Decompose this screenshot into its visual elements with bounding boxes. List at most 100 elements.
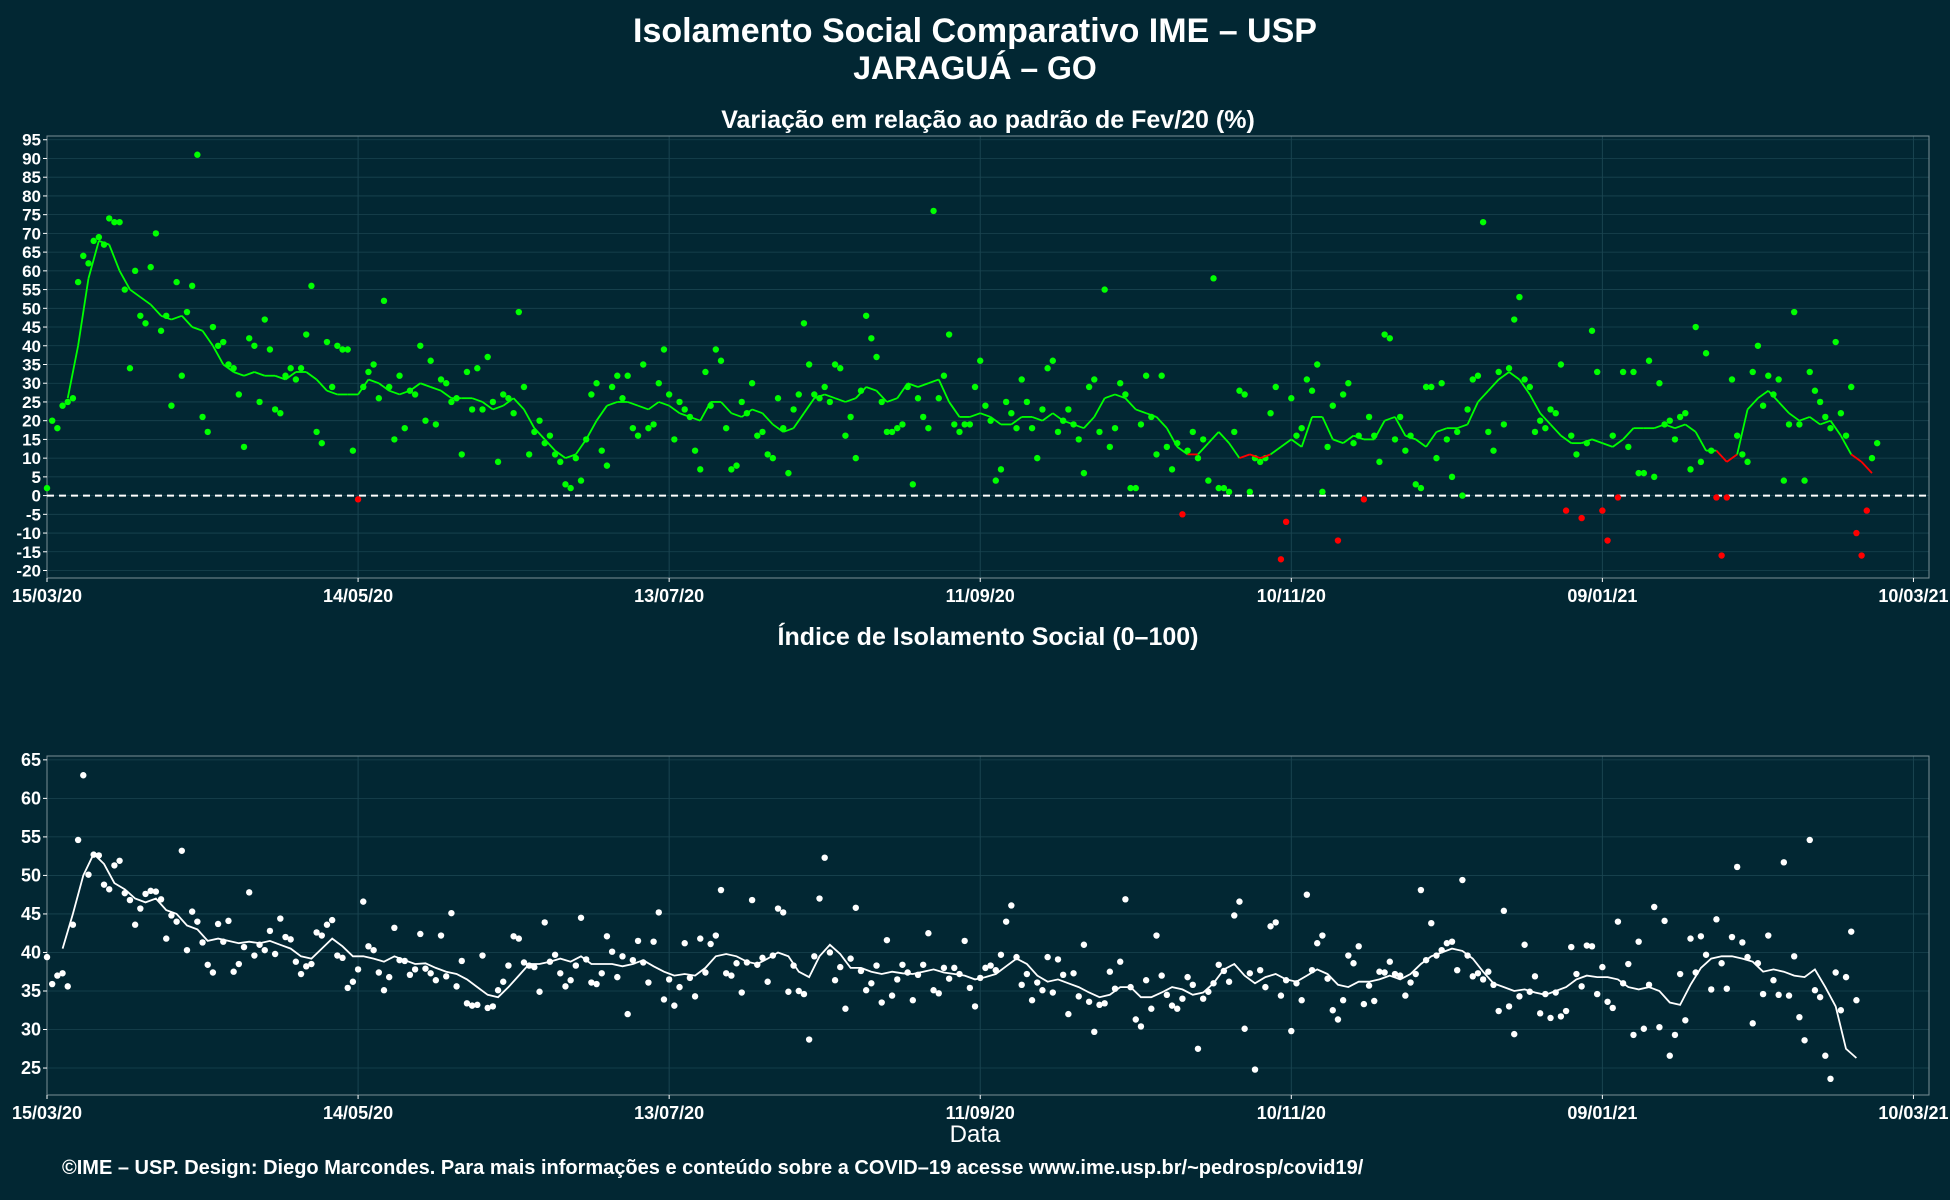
data-point [857, 387, 865, 394]
moving-average-segment [77, 278, 90, 346]
data-point [1132, 1016, 1139, 1023]
data-point [1651, 903, 1658, 911]
data-point [1697, 458, 1705, 466]
moving-average-segment [637, 404, 649, 411]
data-point [1785, 992, 1793, 999]
data-point [380, 987, 388, 994]
data-point [126, 365, 134, 372]
data-point [1547, 406, 1554, 413]
data-point [1614, 918, 1622, 925]
data-point [1578, 983, 1585, 990]
data-point [142, 320, 149, 327]
moving-average-segment [512, 397, 525, 411]
data-point [1687, 466, 1694, 473]
data-point [266, 346, 274, 353]
data-point [951, 421, 958, 428]
data-point [619, 395, 626, 402]
data-point [1085, 383, 1093, 391]
data-point [1728, 933, 1736, 941]
data-point [520, 383, 528, 391]
data-point [339, 346, 346, 353]
data-point [484, 353, 491, 361]
moving-average-segment [1249, 453, 1261, 459]
data-point [318, 439, 325, 447]
data-point [1573, 970, 1580, 978]
data-point [821, 383, 828, 391]
data-point [691, 447, 699, 454]
data-point [697, 935, 704, 942]
data-point [577, 914, 585, 921]
data-point [722, 424, 730, 432]
data-point [349, 978, 357, 985]
data-point [1241, 1025, 1248, 1032]
footer-credit: ©IME – USP. Design: Diego Marcondes. Par… [62, 1157, 1364, 1179]
moving-average-segment [1477, 390, 1489, 403]
data-point [1381, 969, 1388, 976]
data-point [443, 973, 450, 980]
data-point [1682, 409, 1689, 417]
data-point [214, 342, 222, 349]
moving-average-segment [824, 393, 836, 400]
data-point [878, 398, 885, 406]
data-point [1231, 428, 1238, 436]
data-point [1842, 973, 1850, 981]
data-point [479, 406, 486, 413]
data-point [816, 895, 823, 902]
data-point [572, 454, 580, 462]
y-tick-label: 50 [22, 299, 41, 318]
data-point [1013, 424, 1020, 432]
data-point [1656, 1023, 1663, 1031]
data-point [919, 961, 927, 968]
data-point [1733, 432, 1741, 439]
data-point [1360, 1000, 1368, 1008]
data-point [188, 908, 196, 915]
data-point [1329, 402, 1336, 409]
moving-average-segment [181, 315, 193, 328]
data-point [1630, 368, 1637, 376]
data-point [717, 886, 725, 894]
data-point [1853, 997, 1860, 1004]
moving-average-segment [1073, 423, 1085, 430]
data-point [411, 391, 419, 398]
data-point [137, 312, 144, 319]
data-point [894, 424, 901, 432]
data-point [712, 932, 720, 939]
data-point [54, 424, 61, 432]
data-point [74, 278, 82, 286]
y-tick-label: 40 [21, 942, 41, 962]
data-point [1671, 1031, 1679, 1039]
data-point [80, 772, 87, 779]
data-point [328, 383, 336, 391]
moving-average-segment [1135, 408, 1147, 415]
data-point [919, 413, 927, 421]
moving-average-segment [1466, 401, 1479, 425]
data-point [1428, 383, 1435, 391]
data-point [1142, 977, 1150, 984]
data-point [1651, 473, 1658, 481]
data-point [795, 987, 802, 995]
data-point [1122, 896, 1129, 903]
data-point [702, 969, 709, 976]
y-tick-label: 80 [22, 187, 41, 206]
data-point [1516, 993, 1523, 1000]
moving-average-segment [87, 240, 100, 279]
data-point [1334, 1016, 1342, 1023]
data-point [748, 380, 756, 387]
data-point [1402, 447, 1409, 454]
data-point [437, 376, 445, 383]
moving-average-segment [1518, 378, 1531, 395]
data-point [1137, 421, 1145, 428]
moving-average-segment [1788, 412, 1800, 422]
data-point [1640, 469, 1648, 477]
data-point [1267, 923, 1274, 930]
data-point [277, 409, 284, 417]
data-point [1873, 439, 1881, 447]
data-point [1557, 361, 1565, 368]
data-point [1635, 469, 1642, 477]
moving-average-segment [1384, 416, 1396, 422]
data-point [1832, 969, 1839, 976]
y-tick-label: 75 [22, 206, 41, 225]
data-point [883, 936, 891, 944]
data-point [888, 992, 896, 999]
data-point [531, 963, 538, 971]
